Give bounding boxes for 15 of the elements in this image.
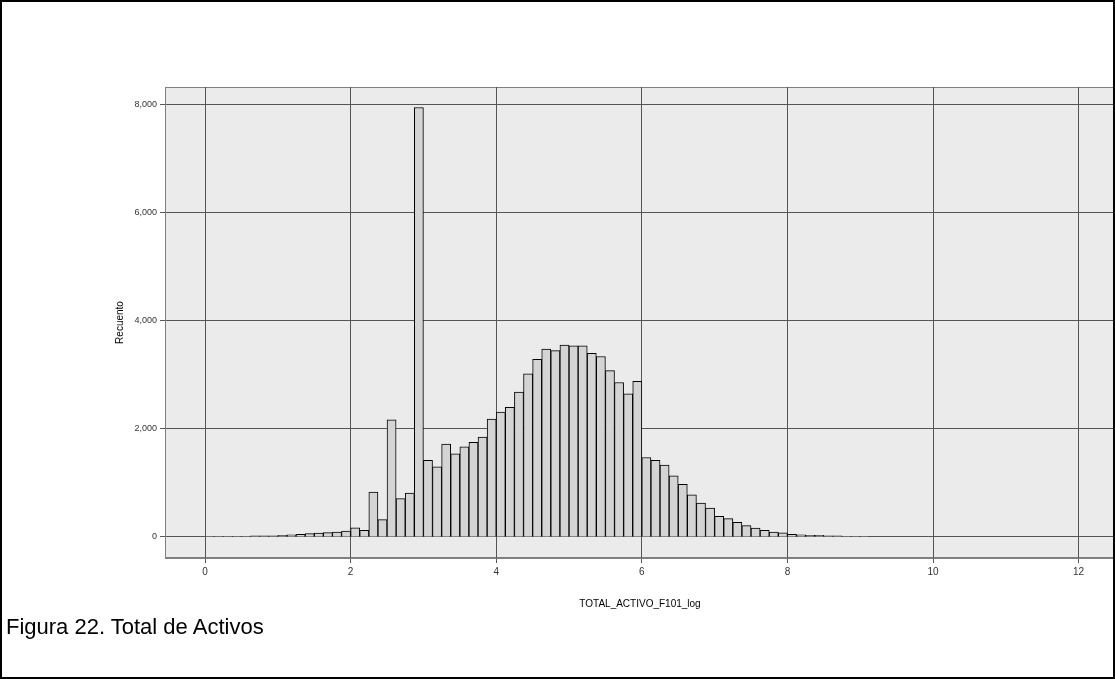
text: Figura 22. Total de Activos (6, 614, 264, 640)
x-tick-label: 8 (784, 565, 791, 577)
x-axis-title: TOTAL_ACTIVO_F101_log (579, 597, 701, 609)
x-tick-label: 6 (639, 565, 646, 577)
y-tick-label: 4,000 (134, 315, 157, 326)
y-tick-label: 8,000 (134, 99, 157, 110)
y-tick-label: 2,000 (134, 423, 157, 434)
x-tick-label: 4 (493, 565, 500, 577)
x-tick-label: 0 (202, 565, 209, 577)
x-tick-label: 2 (347, 565, 354, 577)
x-tick-label: 12 (1073, 565, 1085, 577)
y-axis-title: Recuento (113, 300, 125, 344)
y-tick-label: 0 (151, 531, 157, 542)
y-tick-label: 6,000 (134, 207, 157, 218)
x-tick-label: 10 (927, 565, 940, 577)
